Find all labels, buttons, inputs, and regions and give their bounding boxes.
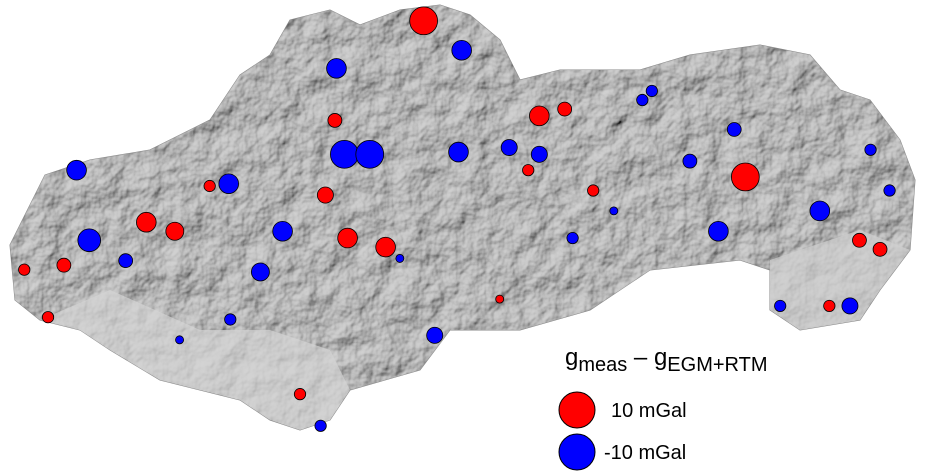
- station: [41, 311, 55, 324]
- station: [852, 232, 867, 248]
- station: [500, 139, 518, 156]
- station: [77, 228, 102, 253]
- station: [293, 388, 307, 401]
- station: [774, 299, 787, 312]
- station: [566, 231, 579, 245]
- station: [375, 236, 396, 258]
- station: [326, 58, 347, 79]
- station: [314, 419, 327, 432]
- station: [175, 335, 184, 345]
- legend-symbol: [558, 433, 596, 471]
- station: [872, 241, 888, 257]
- station: [726, 122, 742, 137]
- station: [330, 139, 359, 169]
- station: [203, 179, 216, 193]
- legend-title: gmeas – gEGM+RTM: [565, 344, 768, 376]
- station: [395, 253, 405, 263]
- station: [708, 220, 729, 242]
- station: [557, 101, 573, 117]
- station: [522, 164, 535, 177]
- legend-symbol: [558, 391, 596, 429]
- lowland: [40, 290, 350, 430]
- station: [587, 184, 600, 197]
- legend-label: 10 mGal: [611, 400, 687, 422]
- station: [118, 253, 134, 269]
- station: [337, 227, 358, 249]
- station: [165, 221, 185, 241]
- station: [355, 139, 385, 169]
- legend-title-part: g: [565, 344, 578, 371]
- station: [682, 153, 698, 169]
- station: [529, 105, 550, 127]
- station: [864, 143, 877, 156]
- station: [56, 257, 72, 273]
- station: [426, 326, 444, 344]
- station: [809, 200, 831, 222]
- station: [272, 220, 293, 242]
- station: [530, 145, 548, 163]
- station: [730, 162, 760, 192]
- legend-title-part: meas: [578, 354, 627, 376]
- station: [250, 262, 270, 282]
- station: [66, 159, 87, 181]
- legend-label: -10 mGal: [604, 442, 686, 464]
- station: [409, 6, 438, 36]
- station: [495, 294, 505, 304]
- station: [224, 313, 237, 326]
- legend-title-part: – g: [627, 344, 667, 371]
- stations: [18, 6, 896, 432]
- station: [883, 184, 896, 197]
- station: [136, 211, 157, 233]
- station: [218, 173, 239, 194]
- lowland: [770, 230, 910, 330]
- station: [451, 39, 472, 61]
- station: [636, 93, 649, 107]
- station: [823, 299, 836, 312]
- station: [327, 113, 343, 128]
- legend-title-part: EGM+RTM: [667, 354, 767, 376]
- legend: gmeas – gEGM+RTM 10 mGal -10 mGal: [558, 344, 768, 471]
- station: [448, 141, 469, 163]
- station: [316, 186, 334, 204]
- station: [609, 206, 619, 216]
- station: [645, 84, 658, 98]
- station: [18, 263, 31, 276]
- station: [841, 297, 859, 315]
